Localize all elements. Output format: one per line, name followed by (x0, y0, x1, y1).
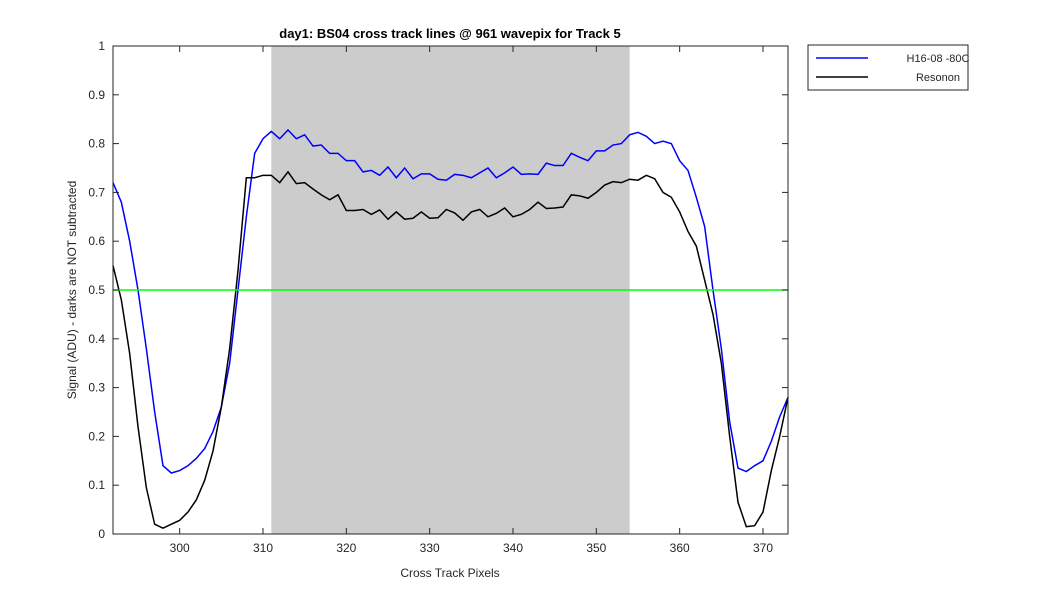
y-tick-label: 0.6 (88, 234, 105, 248)
y-tick-label: 0.1 (88, 478, 105, 492)
y-tick-label: 0.2 (88, 429, 105, 443)
x-tick-label: 370 (753, 541, 773, 555)
y-tick-label: 0.3 (88, 381, 105, 395)
x-tick-label: 330 (420, 541, 440, 555)
legend-label: Resonon (916, 72, 960, 84)
y-tick-label: 0.4 (88, 332, 105, 346)
x-tick-label: 300 (170, 541, 190, 555)
x-tick-label: 310 (253, 541, 273, 555)
y-tick-label: 0.9 (88, 88, 105, 102)
x-tick-label: 350 (586, 541, 606, 555)
y-tick-label: 1 (98, 39, 105, 53)
y-tick-label: 0.8 (88, 137, 105, 151)
legend-box (807, 44, 969, 91)
line-series (112, 170, 789, 529)
y-axis-label: Signal (ADU) - darks are NOT subtracted (65, 181, 79, 400)
y-tick-label: 0.5 (88, 283, 105, 297)
chart-title: day1: BS04 cross track lines @ 961 wavep… (279, 26, 620, 41)
x-tick-label: 360 (670, 541, 690, 555)
y-tick-label: 0 (98, 527, 105, 541)
y-tick-label: 0.7 (88, 185, 105, 199)
x-tick-label: 340 (503, 541, 523, 555)
x-tick-label: 320 (336, 541, 356, 555)
x-axis-label: Cross Track Pixels (400, 566, 499, 580)
line-series (112, 128, 789, 474)
legend-label: H16-08 -80C (907, 53, 970, 65)
